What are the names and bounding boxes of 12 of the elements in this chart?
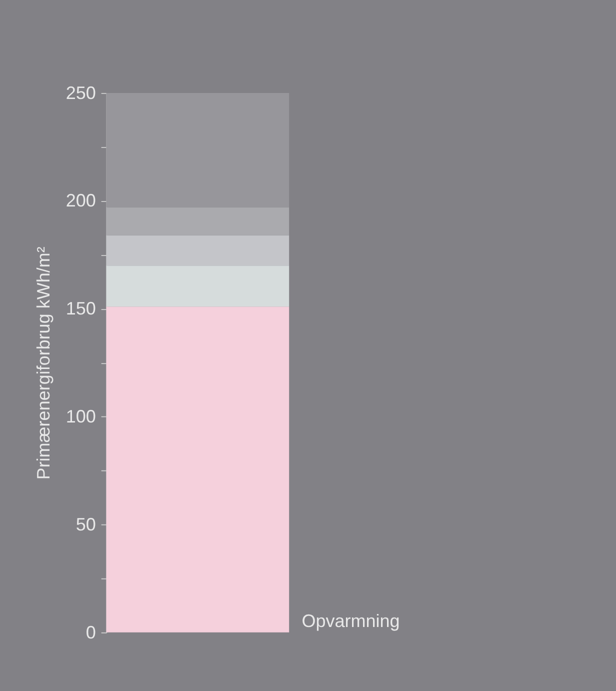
- bar: [106, 266, 290, 307]
- y-tick-label: 0: [86, 622, 96, 642]
- y-tick-label: 50: [76, 514, 96, 534]
- bar: [106, 306, 290, 632]
- y-axis-title: Primærenergiforbrug kWh/m²: [34, 246, 54, 480]
- y-tick-label: 200: [66, 190, 96, 211]
- series-label: Opvarmning: [302, 611, 400, 632]
- y-tick-label: 150: [66, 298, 96, 319]
- bar: [106, 207, 290, 236]
- y-tick-label: 100: [66, 406, 96, 427]
- y-tick-label: 250: [66, 82, 96, 103]
- bar: [106, 92, 290, 208]
